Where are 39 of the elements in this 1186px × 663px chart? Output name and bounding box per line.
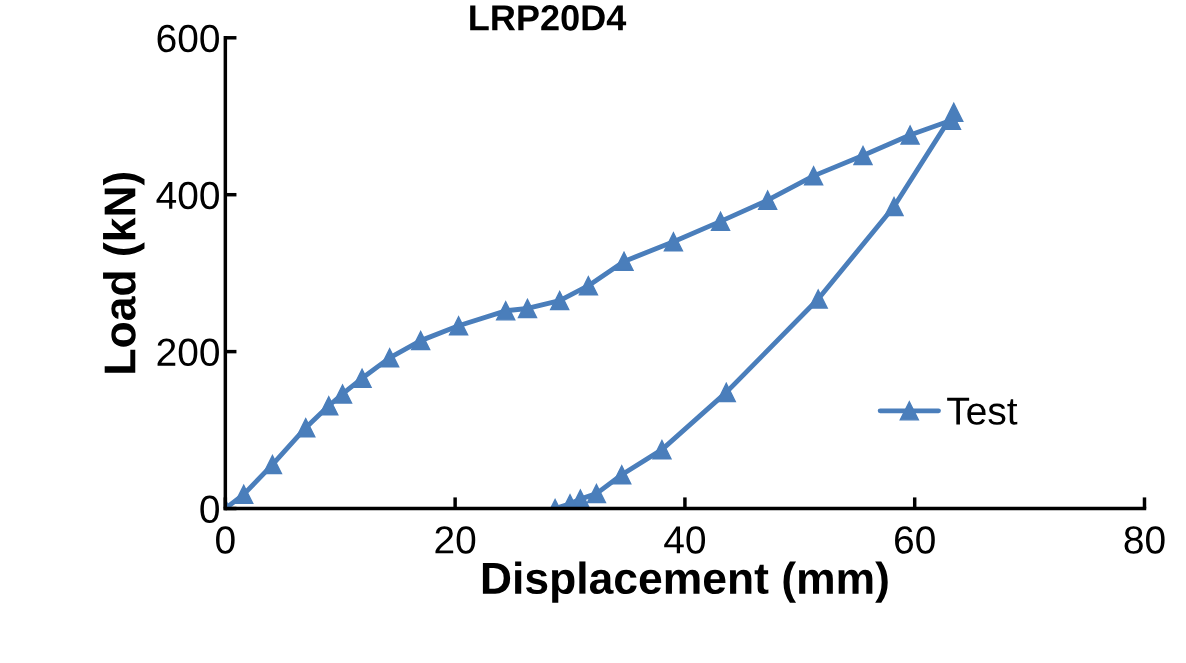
y-tick-label: 0 (200, 495, 219, 523)
point (352, 368, 372, 389)
point (296, 417, 316, 438)
point (379, 348, 400, 368)
x-tick-label: 40 (664, 526, 706, 554)
point (586, 483, 607, 504)
y-tick-label: 400 (156, 181, 219, 210)
x-axis-title: Displacement (mm) (482, 561, 888, 603)
point (234, 484, 254, 505)
point (757, 190, 778, 210)
point (614, 251, 634, 272)
point (716, 382, 736, 403)
point (578, 275, 599, 296)
point (549, 290, 570, 311)
point (410, 330, 431, 351)
x-tick-label: 80 (1124, 526, 1165, 554)
point (332, 384, 353, 404)
point (262, 454, 283, 475)
point (803, 166, 824, 186)
point (884, 196, 904, 217)
point (663, 232, 684, 252)
point (448, 315, 469, 336)
y-axis-title: Load (kN) (103, 172, 145, 373)
point (495, 301, 516, 321)
point (808, 289, 828, 309)
legend-label: Test (947, 397, 1018, 425)
x-tick-label: 20 (435, 526, 476, 554)
point (612, 465, 632, 485)
point (517, 298, 538, 319)
point (853, 145, 873, 166)
y-tick-label: 200 (157, 338, 219, 367)
point (900, 125, 920, 145)
x-tick-label: 60 (895, 526, 935, 554)
point (319, 396, 339, 416)
y-tick-label: 600 (157, 24, 219, 53)
point (944, 102, 964, 123)
point (710, 211, 731, 232)
chart-title: LRP20D4 (470, 5, 627, 31)
point (652, 439, 672, 460)
